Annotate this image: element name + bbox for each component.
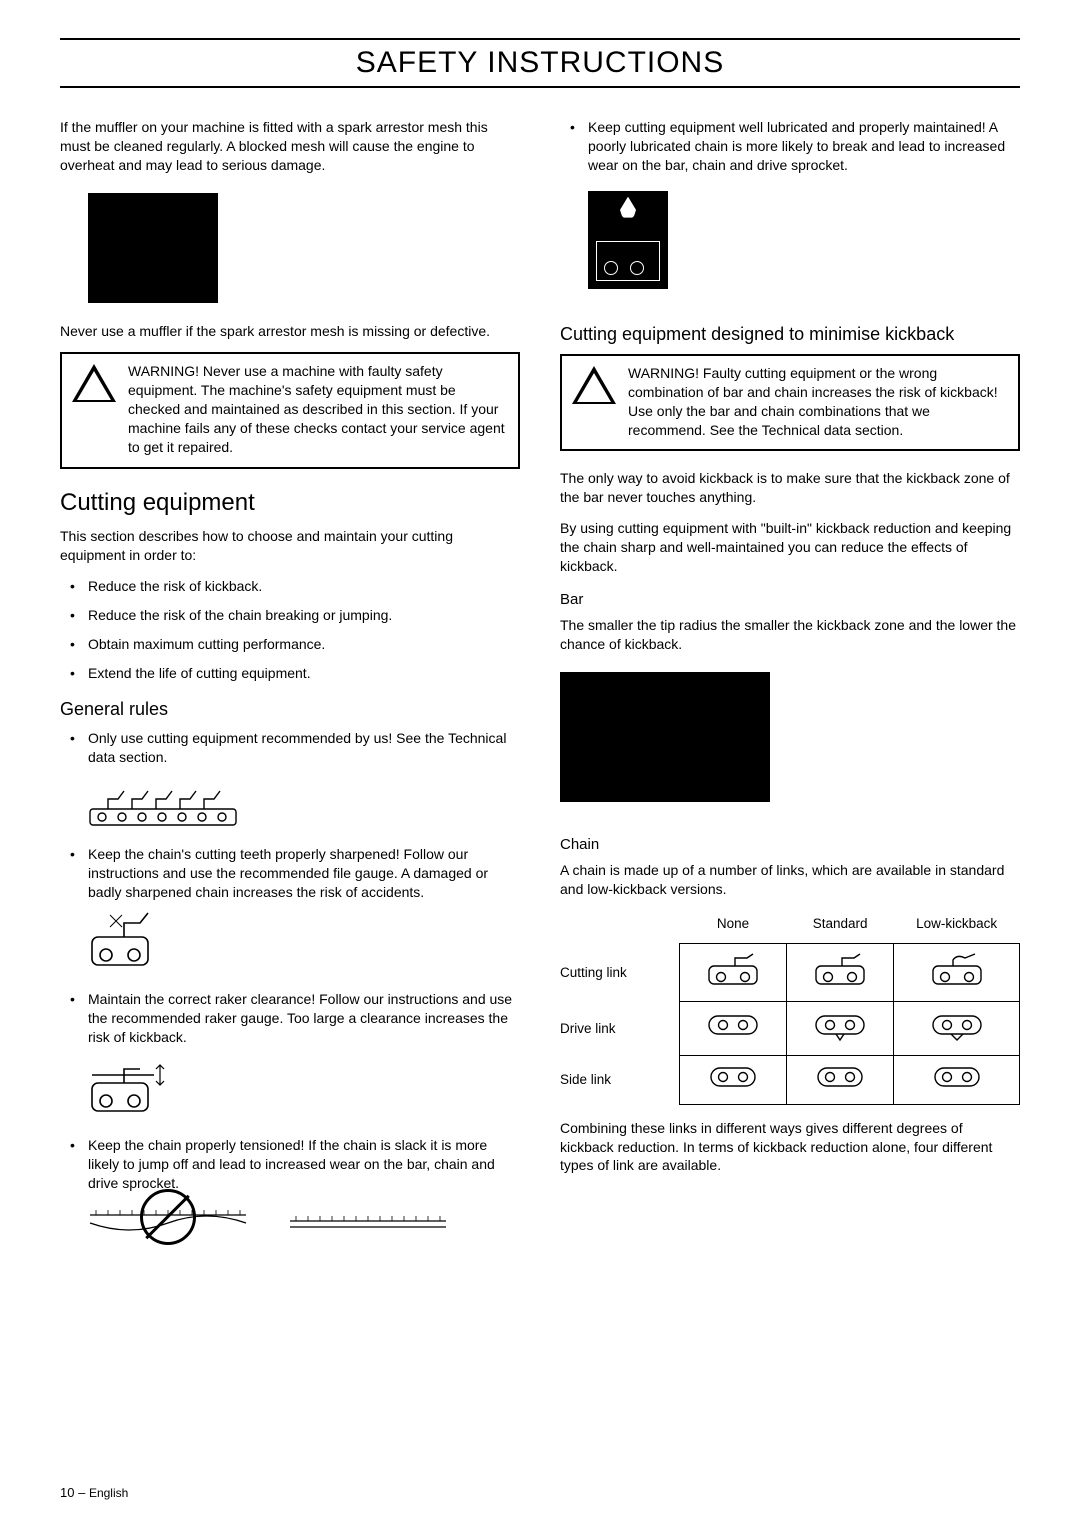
chain-heading: Chain xyxy=(560,835,1020,855)
warning-triangle-icon xyxy=(72,364,116,402)
cutting-equipment-heading: Cutting equipment xyxy=(60,487,520,519)
rule-tension: Keep the chain properly tensioned! If th… xyxy=(60,1136,520,1193)
cutting-intro: This section describes how to choose and… xyxy=(60,527,520,565)
avoid-para: The only way to avoid kickback is to mak… xyxy=(560,469,1020,507)
general-rules-heading: General rules xyxy=(60,697,520,721)
goal-item: Reduce the risk of the chain breaking or… xyxy=(60,606,520,625)
cutter-icon xyxy=(88,911,160,971)
muffler-illustration xyxy=(88,193,218,303)
goal-item: Obtain maximum cutting performance. xyxy=(60,635,520,654)
rule-raker: Maintain the correct raker clearance! Fo… xyxy=(60,990,520,1047)
cell-drive-none xyxy=(679,1002,786,1056)
builtin-para: By using cutting equipment with "built-i… xyxy=(560,519,1020,576)
row-drive-link: Drive link xyxy=(560,1002,679,1056)
cell-cutting-none xyxy=(679,944,786,1002)
footer-lang: English xyxy=(89,1486,128,1500)
cell-drive-std xyxy=(787,1002,894,1056)
rule-recommended: Only use cutting equipment recommended b… xyxy=(60,729,520,767)
row-cutting-link: Cutting link xyxy=(560,944,679,1002)
rule-lube: Keep cutting equipment well lubricated a… xyxy=(560,118,1020,175)
rule-lube-list: Keep cutting equipment well lubricated a… xyxy=(560,118,1020,175)
cell-drive-low xyxy=(894,1002,1020,1056)
bar-illustration xyxy=(560,672,770,802)
muffler-para: If the muffler on your machine is fitted… xyxy=(60,118,520,175)
warning-text-left: WARNING! Never use a machine with faulty… xyxy=(128,362,508,456)
page-number: 10 xyxy=(60,1485,74,1500)
prohibit-icon xyxy=(140,1189,196,1245)
muffler-note: Never use a muffler if the spark arresto… xyxy=(60,322,520,341)
page-title: SAFETY INSTRUCTIONS xyxy=(60,46,1020,80)
link-table: None Standard Low-kickback Cutting link xyxy=(560,911,1020,1105)
warning-triangle-icon xyxy=(572,366,616,404)
chain-icon xyxy=(88,777,238,831)
combine-para: Combining these links in different ways … xyxy=(560,1119,1020,1176)
general-rules-list-4: Keep the chain properly tensioned! If th… xyxy=(60,1136,520,1193)
col-none: None xyxy=(679,911,786,944)
raker-icon xyxy=(88,1057,180,1117)
rule-top xyxy=(60,38,1020,40)
cutter-sharpen-diagram xyxy=(88,911,520,976)
rule-under-title xyxy=(60,86,1020,88)
cell-cutting-std xyxy=(787,944,894,1002)
chain-recommended-diagram xyxy=(88,777,520,831)
table-row: Drive link xyxy=(560,1002,1020,1056)
bar-heading: Bar xyxy=(560,590,1020,610)
tension-diagram xyxy=(88,1203,520,1244)
lube-illustration xyxy=(588,191,668,289)
warning-text-right: WARNING! Faulty cutting equipment or the… xyxy=(628,364,1008,440)
general-rules-list-3: Maintain the correct raker clearance! Fo… xyxy=(60,990,520,1047)
raker-diagram xyxy=(88,1057,520,1122)
table-header-row: None Standard Low-kickback xyxy=(560,911,1020,944)
cell-cutting-low xyxy=(894,944,1020,1002)
warning-box-left: WARNING! Never use a machine with faulty… xyxy=(60,352,520,468)
design-heading: Cutting equipment designed to minimise k… xyxy=(560,322,1020,346)
table-row: Cutting link xyxy=(560,944,1020,1002)
chain-para: A chain is made up of a number of links,… xyxy=(560,861,1020,899)
goal-item: Extend the life of cutting equipment. xyxy=(60,664,520,683)
table-row: Side link xyxy=(560,1056,1020,1104)
warning-box-right: WARNING! Faulty cutting equipment or the… xyxy=(560,354,1020,452)
left-column: If the muffler on your machine is fitted… xyxy=(60,118,520,1257)
row-side-link: Side link xyxy=(560,1056,679,1104)
goal-item: Reduce the risk of kickback. xyxy=(60,577,520,596)
footer-sep: – xyxy=(74,1485,88,1500)
bar-para: The smaller the tip radius the smaller t… xyxy=(560,616,1020,654)
col-lowkick: Low-kickback xyxy=(894,911,1020,944)
right-column: Keep cutting equipment well lubricated a… xyxy=(560,118,1020,1257)
rule-sharpened: Keep the chain's cutting teeth properly … xyxy=(60,845,520,902)
col-standard: Standard xyxy=(787,911,894,944)
general-rules-list-2: Keep the chain's cutting teeth properly … xyxy=(60,845,520,902)
cell-side-none xyxy=(679,1056,786,1104)
tight-chain-icon xyxy=(288,1211,448,1235)
cell-side-std xyxy=(787,1056,894,1104)
cutting-goals-list: Reduce the risk of kickback. Reduce the … xyxy=(60,577,520,683)
page-footer: 10 – English xyxy=(60,1485,128,1500)
columns: If the muffler on your machine is fitted… xyxy=(60,118,1020,1257)
general-rules-list: Only use cutting equipment recommended b… xyxy=(60,729,520,767)
cell-side-low xyxy=(894,1056,1020,1104)
